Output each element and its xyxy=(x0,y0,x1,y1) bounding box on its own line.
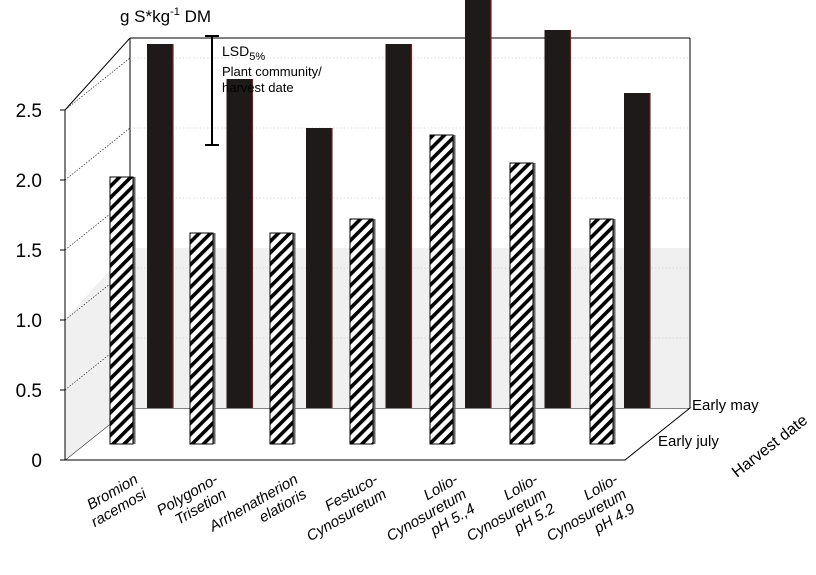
depth-axis-title: Harvest date xyxy=(729,412,811,481)
bar-early-july xyxy=(349,218,374,445)
bar-early-july xyxy=(269,232,294,445)
y-tick-label: 1.5 xyxy=(16,241,42,262)
bars xyxy=(109,0,651,445)
y-axis-ticks: 0 0.5 1.0 1.5 2.0 2.5 xyxy=(16,101,65,472)
lsd-label: LSD5% xyxy=(222,43,265,63)
bar-early-may xyxy=(147,44,173,408)
lsd-line1: Plant community/ xyxy=(222,64,322,79)
bar-early-may xyxy=(385,44,412,408)
category-label: Festuco-Cynosuretum xyxy=(304,471,390,545)
series-label-early-july: Early july xyxy=(658,433,719,450)
left-wall-top xyxy=(64,37,131,111)
y-tick-label: 2.5 xyxy=(16,101,42,122)
bar-early-july xyxy=(429,134,454,445)
bar-early-may xyxy=(624,93,650,408)
bar-early-may xyxy=(465,0,491,408)
bar-early-july xyxy=(589,218,614,445)
bar-early-july xyxy=(189,232,214,445)
gridline-side xyxy=(64,57,131,111)
lsd-indicator: LSD5% Plant community/ harvest date xyxy=(205,35,322,146)
y-tick-label: 2.0 xyxy=(16,171,42,192)
lsd-line2: harvest date xyxy=(222,80,294,95)
bar-early-may xyxy=(544,30,571,408)
y-tick-label: 1.0 xyxy=(16,311,42,332)
bar-early-july xyxy=(109,176,134,445)
gridline-side xyxy=(64,127,131,181)
bar-early-may xyxy=(306,128,332,408)
y-tick-label: 0 xyxy=(31,451,42,472)
y-tick-label: 0.5 xyxy=(16,381,42,402)
series-label-early-may: Early may xyxy=(692,397,759,414)
bar-early-july xyxy=(509,162,534,445)
y-axis-unit-label: g S*kg-1 DM xyxy=(120,6,211,26)
bar-early-may xyxy=(226,79,253,408)
